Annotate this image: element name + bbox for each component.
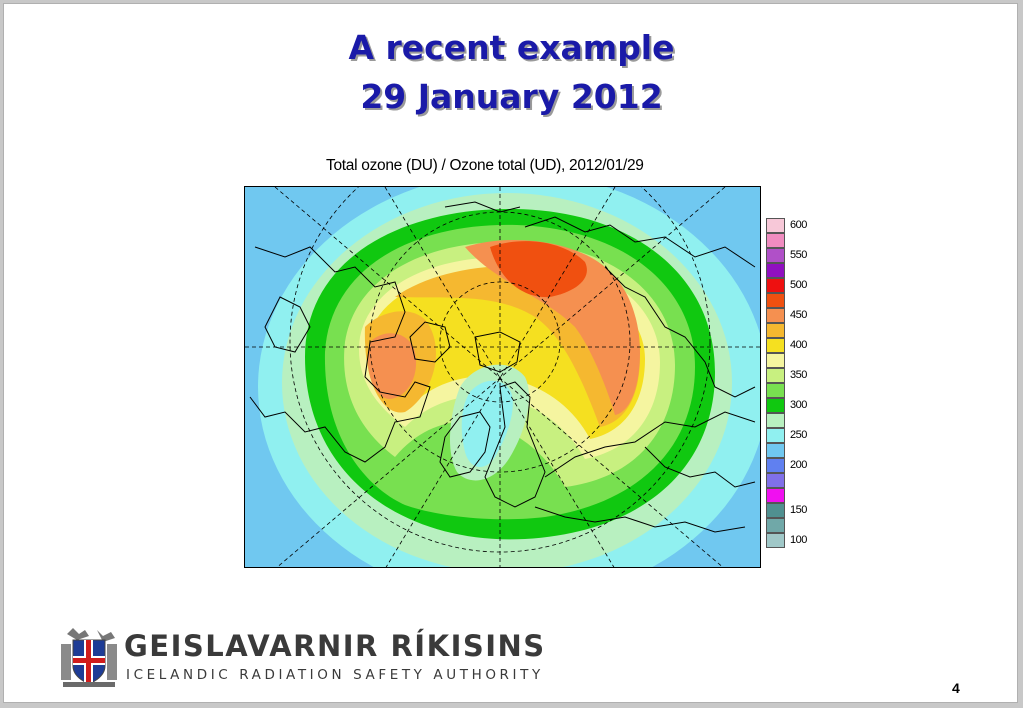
ozone-map [244, 186, 761, 568]
ozone-band-475 [490, 241, 587, 298]
legend-label: 450 [790, 309, 807, 321]
slide: A recent example 29 January 2012 Total o… [3, 3, 1018, 703]
legend-swatch [766, 428, 785, 443]
legend-label: 250 [790, 429, 807, 441]
legend-swatch [766, 503, 785, 518]
legend-swatch [766, 383, 785, 398]
slide-subtitle-date: 29 January 2012 [360, 77, 663, 116]
legend-swatch [766, 443, 785, 458]
legend-label: 350 [790, 369, 807, 381]
ozone-color-legend: 600 550 500 450 400 350 300 250 200 150 100 [766, 218, 826, 548]
legend-label: 600 [790, 219, 807, 231]
map-grid [245, 187, 760, 567]
legend-label: 550 [790, 249, 807, 261]
legend-swatch [766, 353, 785, 368]
legend-label: 400 [790, 339, 807, 351]
legend-label: 500 [790, 279, 807, 291]
legend-swatch [766, 413, 785, 428]
ozone-band-450-west [367, 333, 417, 399]
page-number: 4 [952, 680, 960, 696]
legend-label: 300 [790, 399, 807, 411]
organization-name: GEISLAVARNIR RÍKISINS [124, 629, 546, 663]
legend-swatch [766, 398, 785, 413]
legend-label: 100 [790, 534, 807, 546]
legend-swatch [766, 248, 785, 263]
legend-swatch [766, 458, 785, 473]
legend-swatch [766, 218, 785, 233]
legend-swatch [766, 278, 785, 293]
ozone-map-graphic [245, 187, 760, 567]
ozone-band-450-east [465, 239, 640, 415]
legend-label: 200 [790, 459, 807, 471]
organization-subtitle: ICELANDIC RADIATION SAFETY AUTHORITY [126, 667, 544, 683]
legend-swatch [766, 323, 785, 338]
legend-swatch [766, 473, 785, 488]
legend-swatch [766, 338, 785, 353]
legend-swatch [766, 308, 785, 323]
legend-swatch [766, 368, 785, 383]
legend-swatch [766, 488, 785, 503]
slide-title: A recent example [348, 28, 675, 67]
legend-swatch [766, 233, 785, 248]
legend-swatch [766, 533, 785, 548]
coat-of-arms-logo [59, 626, 119, 688]
legend-swatch [766, 293, 785, 308]
ozone-map-title: Total ozone (DU) / Ozone total (UD), 201… [326, 157, 644, 174]
legend-label: 150 [790, 504, 807, 516]
map-coastlines [249, 201, 756, 533]
legend-swatch [766, 518, 785, 533]
legend-swatch [766, 263, 785, 278]
